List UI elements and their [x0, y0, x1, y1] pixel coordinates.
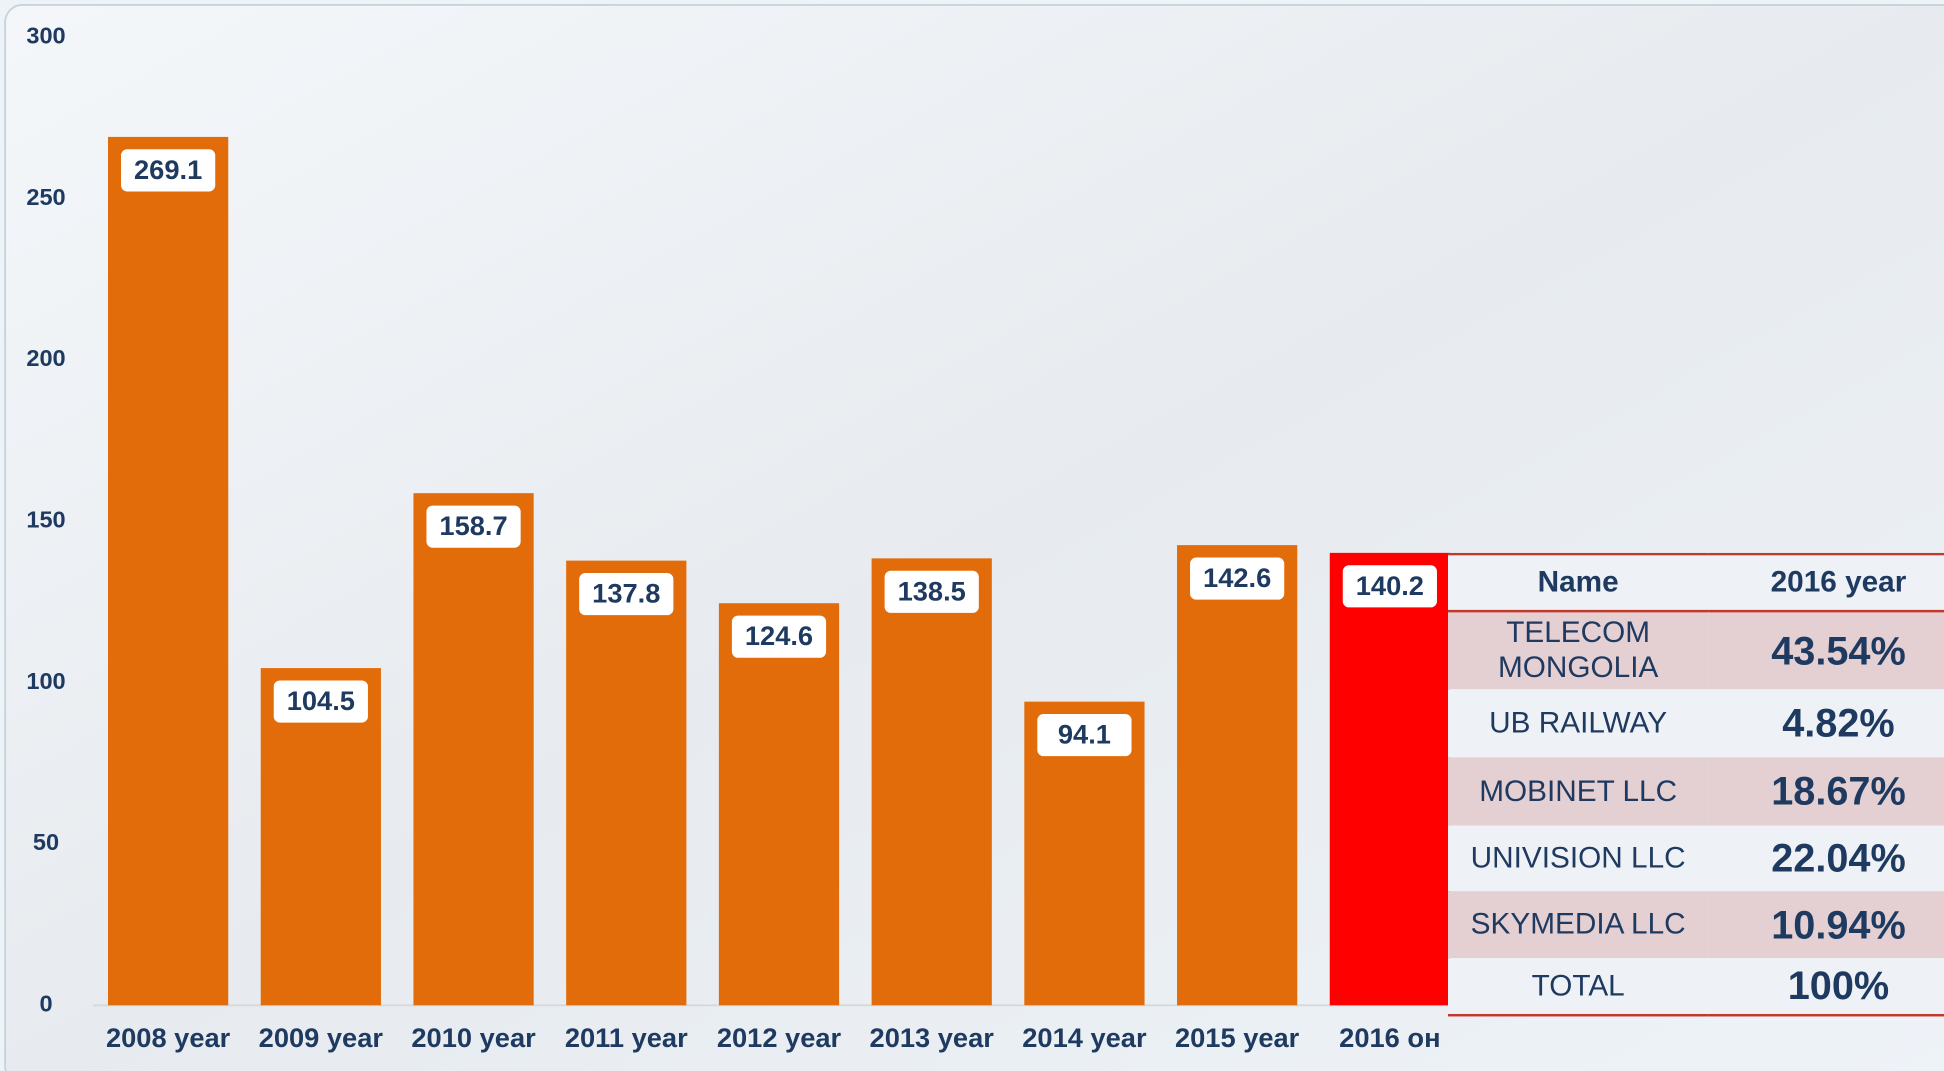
- x-tick-label: 2012 year: [717, 1022, 842, 1053]
- bar: [566, 561, 686, 1006]
- y-tick-label: 250: [26, 184, 65, 210]
- value-cell: 43.54%: [1708, 611, 1944, 689]
- bar: [719, 603, 839, 1005]
- bar: [1177, 545, 1297, 1005]
- name-cell: TOTAL: [1448, 958, 1708, 1015]
- value-label: 124.6: [745, 620, 813, 651]
- value-cell: 22.04%: [1708, 826, 1944, 892]
- value-label: 269.1: [134, 154, 202, 185]
- y-tick-label: 50: [33, 829, 59, 855]
- value-cell: 4.82%: [1708, 689, 1944, 757]
- y-tick-label: 300: [26, 22, 65, 48]
- bar: [413, 493, 533, 1005]
- x-tick-label: 2008 year: [106, 1022, 231, 1053]
- bar: [1330, 553, 1450, 1005]
- x-tick-label: 2016 он: [1339, 1022, 1440, 1053]
- x-tick-label: 2014 year: [1022, 1022, 1147, 1053]
- header-cell: Name: [1448, 554, 1708, 611]
- value-label: 158.7: [439, 510, 507, 541]
- page: {"chart_data": {"type": "bar", "categori…: [0, 0, 1944, 1071]
- value-label: 140.2: [1356, 570, 1424, 601]
- x-tick-label: 2011 year: [565, 1022, 688, 1053]
- x-tick-label: 2013 year: [870, 1022, 995, 1053]
- value-cell: 10.94%: [1708, 891, 1944, 958]
- y-tick-label: 0: [39, 991, 52, 1017]
- bar: [108, 137, 228, 1005]
- name-cell: UB RAILWAY: [1448, 689, 1708, 757]
- x-tick-label: 2009 year: [259, 1022, 384, 1053]
- value-label: 94.1: [1058, 719, 1111, 750]
- name-cell: TELECOM MONGOLIA: [1448, 611, 1708, 689]
- y-tick-label: 150: [26, 506, 65, 532]
- bar: [872, 558, 992, 1005]
- header-cell: 2016 year: [1708, 554, 1944, 611]
- value-label: 142.6: [1203, 562, 1271, 593]
- value-label: 138.5: [898, 575, 966, 606]
- value-label: 137.8: [592, 578, 660, 609]
- name-cell: MOBINET LLC: [1448, 757, 1708, 825]
- value-cell: 100%: [1708, 958, 1944, 1015]
- x-tick-label: 2010 year: [411, 1022, 536, 1053]
- y-tick-label: 100: [26, 668, 65, 694]
- chart: 0 50 100 150 200 250 300 2008 year 269.1 2009 yea…: [0, 0, 1944, 1071]
- name-cell: UNIVISION LLC: [1448, 826, 1708, 892]
- name-cell: SKYMEDIA LLC: [1448, 891, 1708, 958]
- x-tick-label: 2015 year: [1175, 1022, 1300, 1053]
- y-tick-label: 200: [26, 345, 65, 371]
- value-cell: 18.67%: [1708, 757, 1944, 825]
- value-label: 104.5: [287, 685, 355, 716]
